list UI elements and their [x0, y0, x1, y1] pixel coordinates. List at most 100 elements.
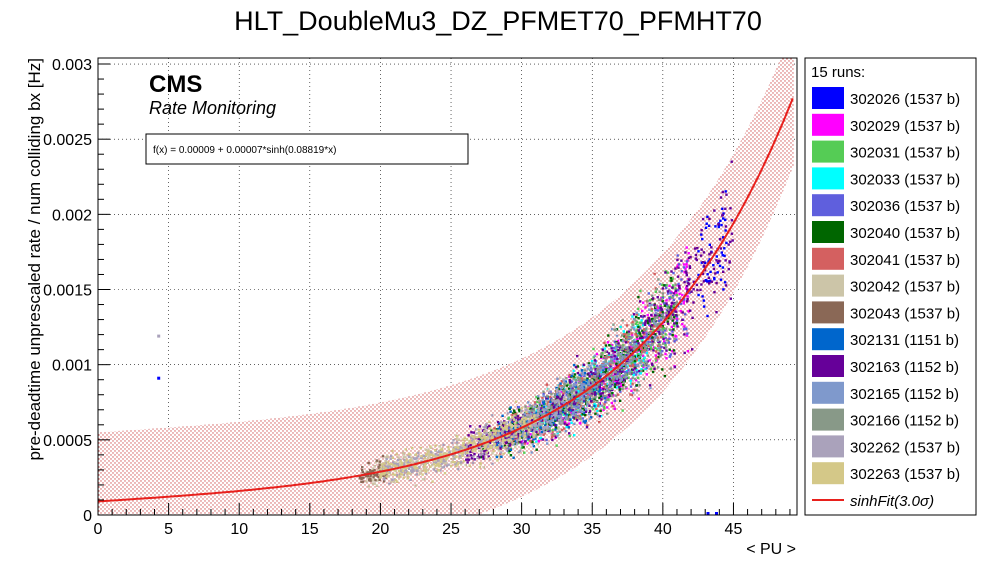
- data-point: [536, 443, 539, 446]
- data-point: [668, 354, 672, 358]
- data-point: [663, 374, 667, 378]
- data-point: [648, 299, 652, 302]
- data-point: [647, 331, 650, 334]
- data-point: [379, 475, 382, 479]
- data-point: [700, 283, 703, 286]
- data-point: [565, 377, 568, 380]
- data-point: [497, 429, 500, 432]
- data-point: [473, 452, 476, 456]
- data-point: [591, 379, 595, 382]
- data-point: [622, 333, 625, 336]
- y-tick-label: 0.0005: [43, 433, 92, 450]
- legend-swatch: [812, 87, 844, 109]
- data-point: [395, 474, 399, 477]
- data-point: [630, 393, 634, 397]
- data-point: [557, 400, 560, 404]
- data-point: [633, 339, 636, 342]
- data-point: [375, 459, 379, 462]
- data-point: [631, 363, 635, 366]
- data-point: [481, 452, 484, 456]
- data-point: [618, 382, 621, 385]
- data-point: [583, 408, 586, 412]
- data-point: [411, 446, 414, 450]
- data-point: [534, 428, 537, 431]
- data-point: [666, 292, 670, 295]
- data-point: [479, 462, 482, 465]
- data-point: [599, 414, 603, 418]
- data-point: [699, 254, 703, 257]
- data-point: [637, 317, 640, 320]
- data-point: [603, 356, 607, 359]
- data-point: [391, 473, 395, 476]
- data-point: [641, 336, 644, 340]
- data-point: [641, 339, 644, 343]
- data-point: [630, 348, 634, 351]
- data-point: [633, 360, 637, 363]
- data-point: [487, 455, 490, 458]
- data-point: [536, 422, 539, 425]
- data-point: [360, 480, 363, 484]
- data-point: [601, 368, 604, 371]
- data-point: [536, 424, 539, 428]
- x-tick-label: 20: [372, 521, 390, 538]
- data-point: [576, 365, 579, 368]
- data-point: [588, 404, 591, 407]
- data-point: [462, 444, 465, 447]
- data-point: [564, 388, 568, 391]
- data-point: [491, 452, 494, 455]
- data-point: [536, 430, 540, 433]
- legend-swatch: [812, 435, 844, 458]
- data-point: [431, 480, 434, 483]
- data-point: [660, 309, 663, 313]
- data-point: [526, 415, 529, 418]
- data-point: [430, 457, 433, 460]
- data-point: [623, 355, 626, 358]
- data-point: [396, 459, 400, 462]
- data-point: [657, 347, 660, 350]
- data-point: [686, 280, 689, 283]
- data-point: [577, 406, 580, 409]
- legend-label: 302165 (1152 b): [850, 386, 959, 403]
- data-point: [532, 409, 535, 412]
- data-point: [376, 469, 379, 472]
- data-point: [514, 400, 518, 403]
- data-point: [482, 447, 485, 451]
- legend-label: 302042 (1537 b): [850, 279, 960, 296]
- data-point: [485, 433, 489, 436]
- data-point: [594, 370, 597, 374]
- data-point: [642, 301, 645, 304]
- data-point: [532, 408, 536, 411]
- data-point: [603, 363, 607, 366]
- data-point: [659, 304, 662, 308]
- data-point: [615, 381, 618, 385]
- data-point: [552, 399, 555, 402]
- data-point: [453, 461, 456, 464]
- data-point: [654, 354, 657, 357]
- data-point: [462, 441, 465, 444]
- data-point: [483, 430, 486, 433]
- data-point: [536, 413, 539, 416]
- data-point: [603, 341, 606, 345]
- data-point: [557, 412, 561, 415]
- data-point: [646, 304, 649, 307]
- data-point: [629, 372, 632, 375]
- data-point: [663, 329, 667, 332]
- data-point: [664, 327, 668, 330]
- data-point: [542, 394, 545, 397]
- data-point: [537, 410, 540, 413]
- data-point: [602, 372, 605, 376]
- data-point: [658, 282, 662, 286]
- data-point: [404, 456, 407, 459]
- data-point: [588, 391, 591, 394]
- data-point: [603, 397, 606, 400]
- data-point: [557, 427, 560, 430]
- data-point: [487, 427, 491, 430]
- legend-swatch: [812, 247, 844, 270]
- data-point: [663, 346, 666, 350]
- data-point: [642, 377, 645, 381]
- data-point: [669, 276, 673, 280]
- data-point: [559, 388, 562, 391]
- data-point: [509, 410, 512, 413]
- data-point: [649, 367, 653, 371]
- data-point: [404, 468, 407, 472]
